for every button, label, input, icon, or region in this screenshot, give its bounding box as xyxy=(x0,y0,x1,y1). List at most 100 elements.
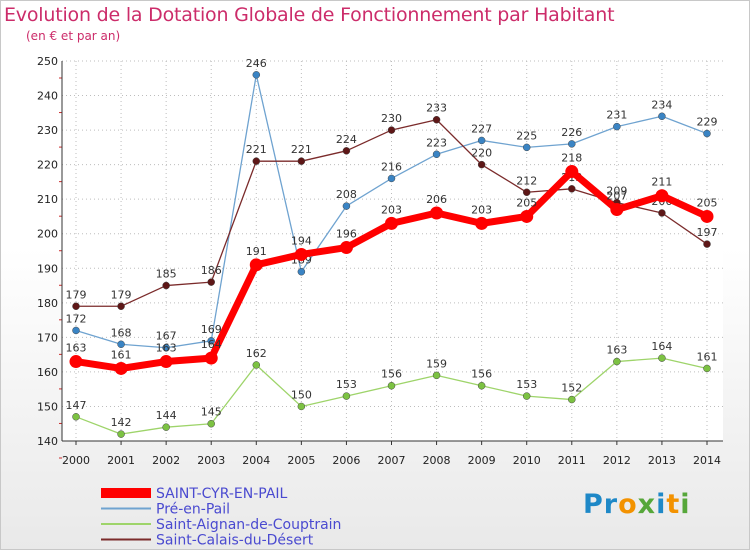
data-point xyxy=(162,281,170,290)
x-tick-label: 2011 xyxy=(558,454,586,467)
y-tick-label: 160 xyxy=(37,366,58,379)
data-point xyxy=(117,430,125,438)
data-label: 234 xyxy=(651,98,672,111)
data-label: 224 xyxy=(336,133,357,146)
data-label: 179 xyxy=(111,288,132,301)
data-label: 203 xyxy=(381,203,402,216)
x-tick-label: 2000 xyxy=(62,454,90,467)
data-label: 167 xyxy=(156,330,177,343)
data-point xyxy=(159,355,173,369)
y-tick-label: 140 xyxy=(37,435,58,448)
data-label: 206 xyxy=(426,193,447,206)
proxiti-logo: Proxiti xyxy=(583,489,691,520)
data-label: 208 xyxy=(336,188,357,201)
data-point xyxy=(249,258,263,272)
data-point xyxy=(568,395,576,404)
data-point xyxy=(252,361,261,369)
data-label: 147 xyxy=(66,399,87,412)
data-label: 153 xyxy=(516,378,537,391)
data-point xyxy=(297,157,306,165)
x-tick-label: 2004 xyxy=(242,454,270,467)
logo-part: t xyxy=(666,489,681,520)
data-point xyxy=(703,240,711,248)
data-label: 227 xyxy=(471,122,492,135)
y-tick-label: 170 xyxy=(37,331,58,344)
data-point xyxy=(522,188,531,197)
data-label: 203 xyxy=(471,203,492,216)
data-point xyxy=(432,150,441,159)
y-tick-label: 230 xyxy=(37,124,58,137)
legend-label: SAINT-CYR-EN-PAIL xyxy=(156,486,288,502)
data-label: 185 xyxy=(156,268,177,281)
data-label: 221 xyxy=(246,143,267,156)
data-label: 159 xyxy=(426,357,447,370)
data-point xyxy=(207,419,215,428)
data-point xyxy=(342,392,351,400)
data-point xyxy=(72,413,80,421)
data-label: 229 xyxy=(697,116,718,129)
data-label: 163 xyxy=(606,344,627,357)
data-label: 152 xyxy=(561,382,582,395)
data-point xyxy=(613,122,621,131)
data-label: 205 xyxy=(697,196,718,209)
data-point xyxy=(252,71,261,79)
data-label: 191 xyxy=(246,245,267,258)
data-point xyxy=(477,136,486,145)
data-point xyxy=(568,140,576,148)
y-tick-label: 150 xyxy=(37,400,58,413)
data-label: 162 xyxy=(246,347,267,360)
x-tick-label: 2014 xyxy=(693,454,721,467)
data-point xyxy=(69,355,83,369)
data-point xyxy=(565,165,579,179)
data-point xyxy=(658,112,666,121)
data-label: 179 xyxy=(66,288,87,301)
legend-label: Saint-Calais-du-Désert xyxy=(156,533,314,549)
data-point xyxy=(655,189,669,203)
data-label: 156 xyxy=(381,368,402,381)
data-label: 168 xyxy=(111,326,132,339)
data-label: 145 xyxy=(201,406,222,419)
data-label: 231 xyxy=(606,109,627,122)
data-point xyxy=(475,216,489,230)
data-label: 207 xyxy=(606,190,627,203)
data-label: 172 xyxy=(66,312,87,325)
data-label: 142 xyxy=(111,416,132,429)
data-point xyxy=(297,267,306,276)
data-label: 212 xyxy=(516,174,537,187)
data-point xyxy=(294,247,308,261)
logo-part: x xyxy=(637,489,657,520)
data-point xyxy=(432,371,441,380)
data-label: 221 xyxy=(291,143,312,156)
data-point xyxy=(613,357,621,366)
x-tick-label: 2006 xyxy=(332,454,360,467)
data-label: 164 xyxy=(201,338,222,351)
data-label: 197 xyxy=(697,226,718,239)
logo-part: i xyxy=(680,489,691,520)
y-tick-label: 240 xyxy=(37,90,58,103)
y-tick-label: 200 xyxy=(37,228,58,241)
logo-part: Pr xyxy=(583,489,619,520)
data-point xyxy=(162,423,170,431)
data-point xyxy=(522,143,531,152)
data-label: 163 xyxy=(156,342,177,355)
data-label: 220 xyxy=(471,147,492,160)
chart-subtitle: (en € et par an) xyxy=(26,29,121,43)
data-point xyxy=(387,381,396,390)
data-label: 218 xyxy=(561,152,582,165)
data-point xyxy=(520,209,534,223)
data-point xyxy=(477,160,486,169)
x-tick-label: 2001 xyxy=(107,454,135,467)
legend-label: Pré-en-Pail xyxy=(156,502,230,518)
data-label: 246 xyxy=(246,57,267,70)
data-point xyxy=(72,302,80,311)
data-point xyxy=(387,126,396,134)
data-label: 196 xyxy=(336,228,357,241)
data-label: 153 xyxy=(336,378,357,391)
data-point xyxy=(297,402,306,411)
data-label: 216 xyxy=(381,160,402,173)
data-label: 223 xyxy=(426,136,447,149)
data-point xyxy=(204,351,218,365)
data-label: 230 xyxy=(381,112,402,125)
